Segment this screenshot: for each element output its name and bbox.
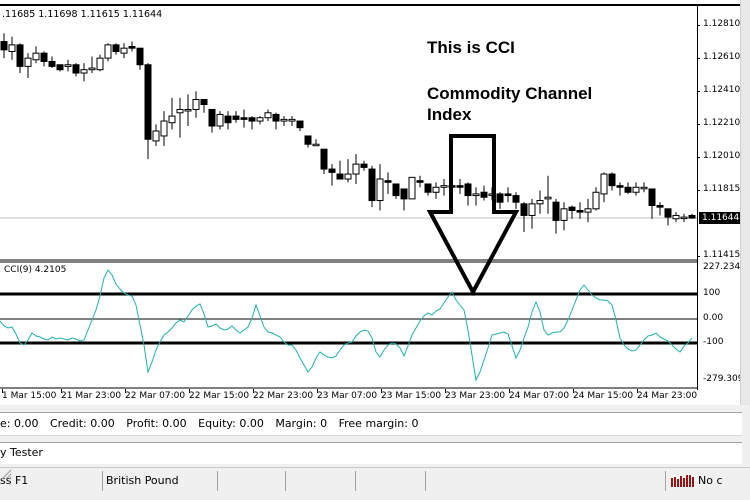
price-tick <box>697 91 700 92</box>
price-axis-label: 1.12410 <box>703 85 741 95</box>
candlestick-chart[interactable] <box>0 0 740 405</box>
cci-axis-label: 100 <box>703 288 721 298</box>
time-tick <box>445 389 446 393</box>
time-axis[interactable]: 1 Mar 15:00 21 Mar 23:00 22 Mar 07:00 22 Ma… <box>0 389 697 403</box>
status-cell-empty-2 <box>285 471 356 491</box>
time-axis-label: 24 Mar 23:00 <box>637 391 698 401</box>
price-axis-label: 1.12610 <box>703 52 741 62</box>
time-tick <box>509 389 510 393</box>
price-tick <box>697 124 700 125</box>
price-tick <box>697 58 700 59</box>
strategy-tester-tab[interactable]: y Tester <box>0 442 742 464</box>
time-tick <box>189 389 190 393</box>
time-axis-label: 22 Mar 23:00 <box>253 391 314 401</box>
cci-axis-label: 227.234 <box>703 262 741 272</box>
time-axis-label: 22 Mar 07:00 <box>125 391 186 401</box>
current-price-label: 1.11644 <box>699 212 743 224</box>
ohlc-readout: .11685 1.11698 1.11615 1.11644 <box>2 9 163 20</box>
price-axis-line <box>697 5 698 390</box>
time-tick <box>253 389 254 393</box>
time-axis-label: 24 Mar 07:00 <box>509 391 570 401</box>
price-tick <box>697 256 700 257</box>
price-axis-label: 1.11415 <box>703 250 741 260</box>
balance-text: e: 0.00 <box>0 417 39 430</box>
price-axis-label: 1.12210 <box>703 118 741 128</box>
resize-grip-icon[interactable] <box>0 468 12 480</box>
profit-text: Profit: 0.00 <box>126 417 187 430</box>
status-cell-empty-3 <box>355 471 426 491</box>
status-profile[interactable]: British Pound <box>102 471 218 491</box>
time-axis-label: 1 Mar 15:00 <box>2 391 57 401</box>
equity-text: Equity: 0.00 <box>198 417 264 430</box>
time-tick <box>125 389 126 393</box>
free-margin-text: Free margin: 0 <box>338 417 419 430</box>
time-tick <box>317 389 318 393</box>
price-tick <box>697 157 700 158</box>
time-axis-label: 22 Mar 15:00 <box>189 391 250 401</box>
price-axis-label: 1.12810 <box>703 19 741 29</box>
price-tick <box>697 25 700 26</box>
time-tick <box>573 389 574 393</box>
time-tick <box>381 389 382 393</box>
time-tick <box>61 389 62 393</box>
status-cell-empty-1 <box>217 471 286 491</box>
time-axis-label: 24 Mar 15:00 <box>573 391 634 401</box>
status-bar: ss F1 British Pound No c <box>0 467 750 496</box>
cci-axis-label: 0.00 <box>703 313 724 323</box>
chart-window[interactable]: .11685 1.11698 1.11615 1.11644 1.12810 1.… <box>0 0 749 405</box>
connection-status-icon <box>671 475 695 487</box>
time-axis-label: 21 Mar 23:00 <box>61 391 122 401</box>
time-axis-label: 23 Mar 15:00 <box>381 391 442 401</box>
status-cell-empty-4 <box>425 471 666 491</box>
price-axis-label: 1.11815 <box>703 184 741 194</box>
price-axis-label: 1.12010 <box>703 151 741 161</box>
cci-indicator-label: CCI(9) 4.2105 <box>4 265 67 275</box>
account-summary-bar: e: 0.00 Credit: 0.00 Profit: 0.00 Equity… <box>0 412 742 436</box>
time-tick <box>2 389 3 393</box>
status-help: ss F1 <box>0 471 103 491</box>
cci-axis-label: -279.3097 <box>703 374 750 384</box>
annotation-line-3: Index <box>427 105 472 124</box>
time-tick <box>637 389 638 393</box>
profile-text: British Pound <box>106 474 179 487</box>
time-axis-label: 23 Mar 23:00 <box>445 391 506 401</box>
price-tick <box>697 190 700 191</box>
vertical-scrollbar[interactable] <box>740 0 750 405</box>
margin-text: Margin: 0 <box>275 417 328 430</box>
down-arrow-annotation <box>426 134 520 297</box>
credit-text: Credit: 0.00 <box>49 417 115 430</box>
connection-status-text: No c <box>698 474 723 487</box>
annotation-title: This is CCI <box>427 38 515 57</box>
strategy-tester-label: y Tester <box>0 446 43 459</box>
time-axis-label: 23 Mar 07:00 <box>317 391 378 401</box>
cci-axis-label: -100 <box>703 337 724 347</box>
annotation-line-2: Commodity Channel <box>427 84 593 103</box>
chart-top-border <box>0 4 740 6</box>
